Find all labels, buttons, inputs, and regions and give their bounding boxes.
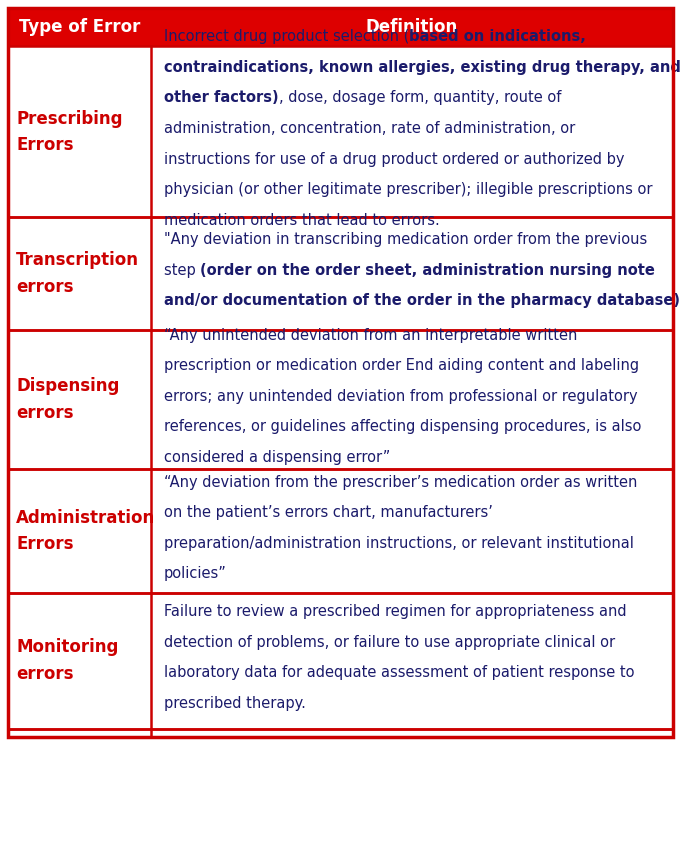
- Text: “Any deviation from the prescriber’s medication order as written: “Any deviation from the prescriber’s med…: [164, 475, 637, 490]
- Text: “Any unintended deviation from an interpretable written: “Any unintended deviation from an interp…: [164, 328, 577, 343]
- Text: prescribed therapy.: prescribed therapy.: [164, 696, 306, 711]
- Text: detection of problems, or failure to use appropriate clinical or: detection of problems, or failure to use…: [164, 635, 615, 649]
- Text: laboratory data for adequate assessment of patient response to: laboratory data for adequate assessment …: [164, 666, 635, 680]
- Bar: [8, 8, 673, 47]
- Text: Administration
Errors: Administration Errors: [16, 509, 155, 554]
- Text: step: step: [164, 262, 200, 278]
- Text: medication orders that lead to errors.: medication orders that lead to errors.: [164, 212, 440, 228]
- Text: preparation/administration instructions, or relevant institutional: preparation/administration instructions,…: [164, 536, 634, 551]
- Text: Monitoring
errors: Monitoring errors: [16, 638, 118, 683]
- Text: Incorrect drug product selection (: Incorrect drug product selection (: [164, 30, 409, 44]
- Text: other factors): other factors): [164, 91, 279, 105]
- Text: considered a dispensing error”: considered a dispensing error”: [164, 450, 390, 465]
- Text: "Any deviation in transcribing medication order from the previous: "Any deviation in transcribing medicatio…: [164, 232, 647, 247]
- Text: instructions for use of a drug product ordered or authorized by: instructions for use of a drug product o…: [164, 152, 624, 166]
- Text: , dose, dosage form, quantity, route of: , dose, dosage form, quantity, route of: [279, 91, 561, 105]
- Text: Definition: Definition: [366, 18, 458, 37]
- Text: contraindications, known allergies, existing drug therapy, and: contraindications, known allergies, exis…: [164, 60, 681, 75]
- Text: errors; any unintended deviation from professional or regulatory: errors; any unintended deviation from pr…: [164, 389, 637, 404]
- Text: based on indications,: based on indications,: [409, 30, 586, 44]
- Bar: [8, 593, 673, 728]
- Text: Transcription
errors: Transcription errors: [16, 251, 139, 295]
- Text: references, or guidelines affecting dispensing procedures, is also: references, or guidelines affecting disp…: [164, 419, 642, 435]
- Bar: [8, 217, 673, 329]
- Bar: [8, 728, 673, 737]
- Bar: [8, 469, 673, 593]
- Text: and/or documentation of the order in the pharmacy database)": and/or documentation of the order in the…: [164, 293, 681, 308]
- Text: Type of Error: Type of Error: [19, 18, 140, 37]
- Text: policies”: policies”: [164, 566, 227, 582]
- Text: Prescribing
Errors: Prescribing Errors: [16, 110, 123, 154]
- Text: Failure to review a prescribed regimen for appropriateness and: Failure to review a prescribed regimen f…: [164, 604, 627, 619]
- Text: prescription or medication order End aiding content and labeling: prescription or medication order End aid…: [164, 358, 639, 374]
- Text: administration, concentration, rate of administration, or: administration, concentration, rate of a…: [164, 121, 575, 136]
- Text: on the patient’s errors chart, manufacturers’: on the patient’s errors chart, manufactu…: [164, 505, 493, 520]
- Bar: [8, 8, 673, 737]
- Bar: [8, 47, 673, 217]
- Text: (order on the order sheet, administration nursing note: (order on the order sheet, administratio…: [200, 262, 655, 278]
- Bar: [8, 329, 673, 469]
- Text: physician (or other legitimate prescriber); illegible prescriptions or: physician (or other legitimate prescribe…: [164, 183, 652, 197]
- Text: Dispensing
errors: Dispensing errors: [16, 377, 119, 422]
